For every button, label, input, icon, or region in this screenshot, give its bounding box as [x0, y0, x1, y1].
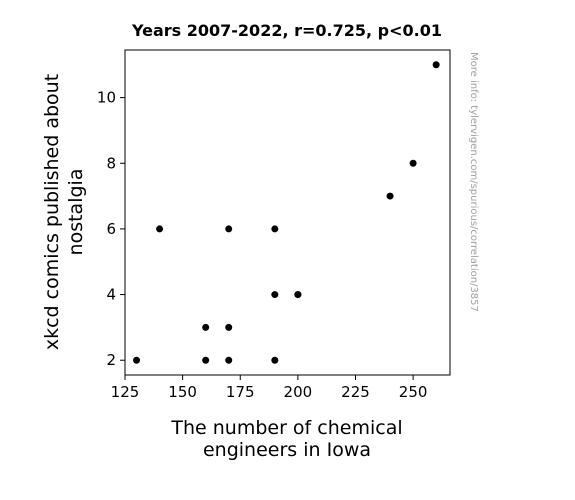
y-axis-label-line: xkcd comics published about — [41, 74, 63, 350]
data-point — [225, 323, 233, 331]
x-axis-ticks: 125 150 175 200 225 250 — [111, 375, 428, 401]
data-point — [271, 225, 279, 233]
x-tick-label: 225 — [341, 383, 370, 401]
x-tick-label: 125 — [111, 383, 140, 401]
data-point — [225, 356, 233, 364]
x-tick-label: 150 — [168, 383, 197, 401]
data-point — [409, 159, 417, 167]
data-point — [133, 356, 141, 364]
source-watermark: More info: tylervigen.com/spurious/corre… — [468, 52, 479, 312]
y-tick-label: 6 — [106, 220, 116, 238]
x-tick-label: 175 — [226, 383, 255, 401]
y-tick-label: 10 — [97, 89, 116, 107]
data-points — [133, 61, 440, 364]
data-point — [294, 291, 302, 299]
y-axis-label: xkcd comics published about nostalgia — [41, 74, 87, 350]
x-axis-label-line: engineers in Iowa — [203, 439, 371, 461]
x-tick-label: 250 — [399, 383, 428, 401]
data-point — [202, 356, 210, 364]
plot-area-frame — [124, 49, 451, 376]
data-point — [156, 225, 164, 233]
x-axis-label-line: The number of chemical — [170, 417, 402, 439]
y-tick-label: 4 — [106, 286, 116, 304]
data-point — [271, 291, 279, 299]
x-tick-label: 200 — [284, 383, 313, 401]
data-point — [386, 192, 394, 200]
y-axis-ticks: 2 4 6 8 10 — [97, 89, 125, 369]
y-tick-label: 2 — [106, 351, 116, 369]
data-point — [271, 356, 279, 364]
data-point — [432, 61, 440, 69]
chart-title: Years 2007-2022, r=0.725, p<0.01 — [131, 21, 442, 40]
y-tick-label: 8 — [106, 154, 116, 172]
y-axis-label-line: nostalgia — [65, 169, 87, 256]
data-point — [202, 323, 210, 331]
data-point — [225, 225, 233, 233]
